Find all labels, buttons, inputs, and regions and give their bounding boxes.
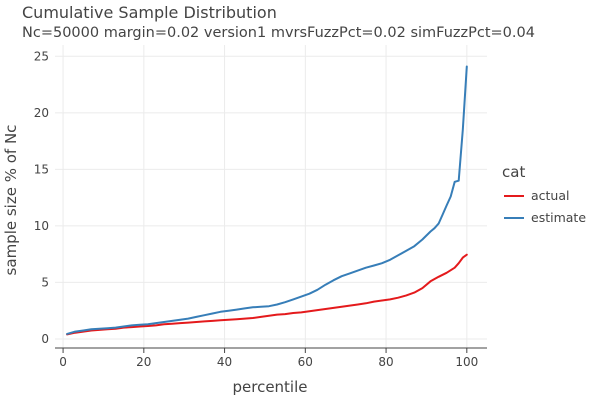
legend-items: actual estimate	[504, 188, 586, 225]
x-tick-label: 100	[455, 355, 478, 369]
x-tick-label: 20	[136, 355, 151, 369]
legend-label-actual: actual	[531, 188, 570, 203]
x-tick-label: 60	[298, 355, 313, 369]
legend-label-estimate: estimate	[531, 210, 586, 225]
y-tick-label: 5	[41, 275, 49, 289]
series-line-estimate	[66, 65, 468, 335]
y-tick-label: 10	[34, 219, 49, 233]
x-tick-label: 40	[217, 355, 232, 369]
y-tick-label: 15	[34, 162, 49, 176]
x-tick-label: 0	[59, 355, 67, 369]
y-axis-label: sample size % of Nc	[2, 125, 20, 276]
grid	[55, 45, 487, 348]
chart-subtitle: Nc=50000 margin=0.02 version1 mvrsFuzzPc…	[22, 25, 535, 41]
y-tick-label: 20	[34, 106, 49, 120]
y-tick-label: 0	[41, 332, 49, 346]
tick-labels: 0 5 10 15 20 25 0 20 40 60 80 100	[34, 49, 479, 369]
legend-title: cat	[502, 163, 525, 181]
series-line-actual	[66, 253, 468, 336]
series	[66, 65, 468, 336]
y-tick-label: 25	[34, 49, 49, 63]
x-tick-label: 80	[378, 355, 393, 369]
legend: cat actual estimate	[502, 163, 586, 225]
x-axis-label: percentile	[232, 378, 307, 396]
chart-title: Cumulative Sample Distribution	[22, 3, 277, 22]
